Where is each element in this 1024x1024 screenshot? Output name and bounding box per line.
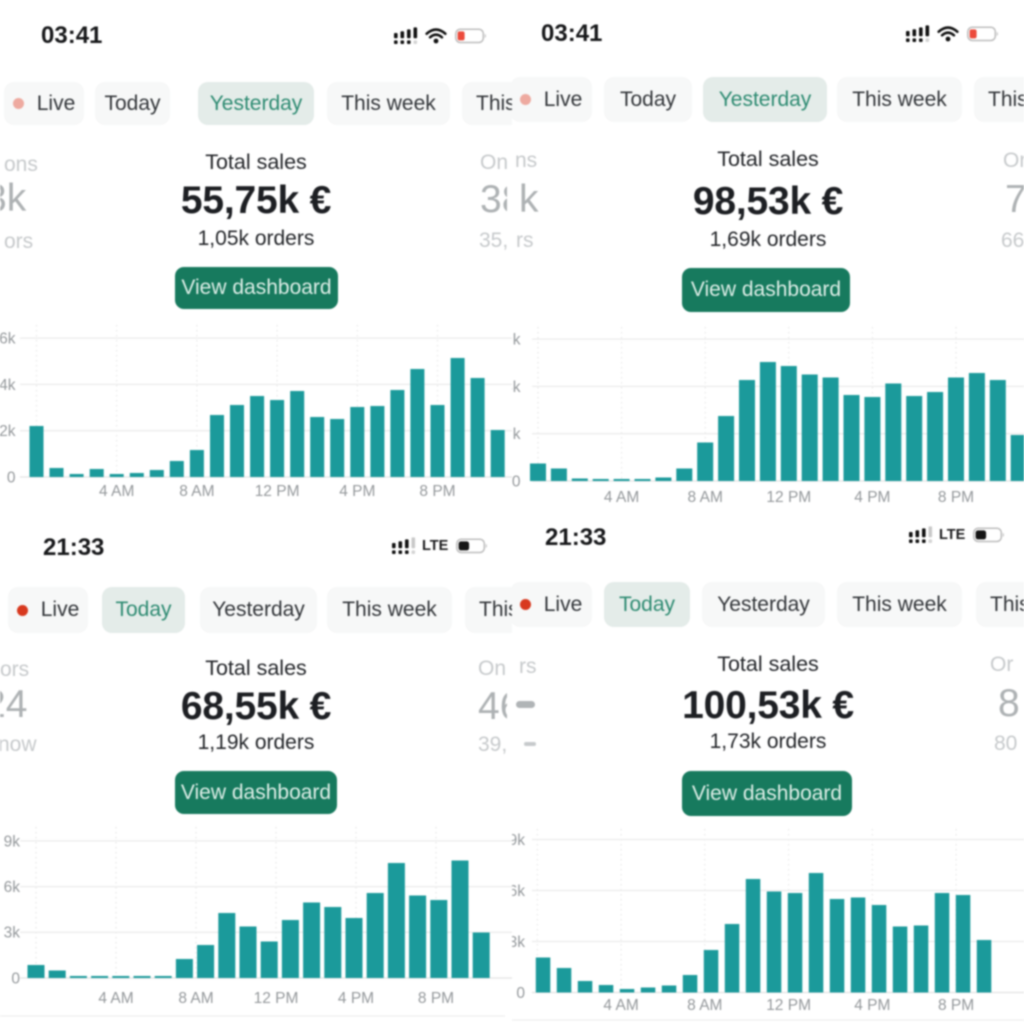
svg-text:8 AM: 8 AM	[178, 990, 213, 1007]
svg-text:4 PM: 4 PM	[854, 489, 890, 506]
svg-text:12 PM: 12 PM	[766, 489, 811, 506]
svg-text:8 PM: 8 PM	[938, 997, 974, 1014]
svg-text:LTE: LTE	[939, 527, 966, 543]
svg-text:0: 0	[516, 985, 525, 1002]
svg-text:3k: 3k	[4, 925, 21, 942]
svg-text:0: 0	[7, 469, 16, 486]
svg-text:4 PM: 4 PM	[854, 997, 890, 1014]
svg-text:8 PM: 8 PM	[938, 489, 974, 506]
svg-text:4 AM: 4 AM	[603, 997, 638, 1014]
svg-text:9k: 9k	[4, 833, 21, 850]
svg-text:8 AM: 8 AM	[688, 489, 723, 506]
svg-text:12 PM: 12 PM	[255, 483, 300, 500]
svg-text:6k: 6k	[512, 332, 521, 349]
svg-text:2k: 2k	[0, 423, 16, 440]
svg-text:12 PM: 12 PM	[254, 990, 299, 1007]
svg-text:4k: 4k	[512, 379, 521, 396]
svg-text:4 AM: 4 AM	[604, 489, 639, 506]
svg-text:4 AM: 4 AM	[98, 990, 133, 1007]
svg-text:6k: 6k	[0, 331, 16, 348]
svg-text:0: 0	[11, 970, 20, 987]
svg-text:4k: 4k	[0, 377, 16, 394]
svg-text:8 PM: 8 PM	[419, 483, 455, 500]
svg-text:4 AM: 4 AM	[99, 483, 134, 500]
svg-text:6k: 6k	[512, 883, 525, 900]
svg-text:8 PM: 8 PM	[418, 990, 454, 1007]
svg-text:4 PM: 4 PM	[338, 990, 374, 1007]
svg-text:4 PM: 4 PM	[339, 483, 375, 500]
svg-text:6k: 6k	[4, 879, 21, 896]
svg-text:12 PM: 12 PM	[766, 997, 811, 1014]
svg-text:LTE: LTE	[422, 538, 449, 554]
svg-text:2k: 2k	[512, 426, 521, 443]
svg-text:8 AM: 8 AM	[687, 997, 722, 1014]
svg-text:3k: 3k	[512, 934, 525, 951]
svg-text:8 AM: 8 AM	[179, 483, 214, 500]
svg-text:9k: 9k	[512, 832, 525, 849]
svg-text:0: 0	[512, 473, 521, 490]
